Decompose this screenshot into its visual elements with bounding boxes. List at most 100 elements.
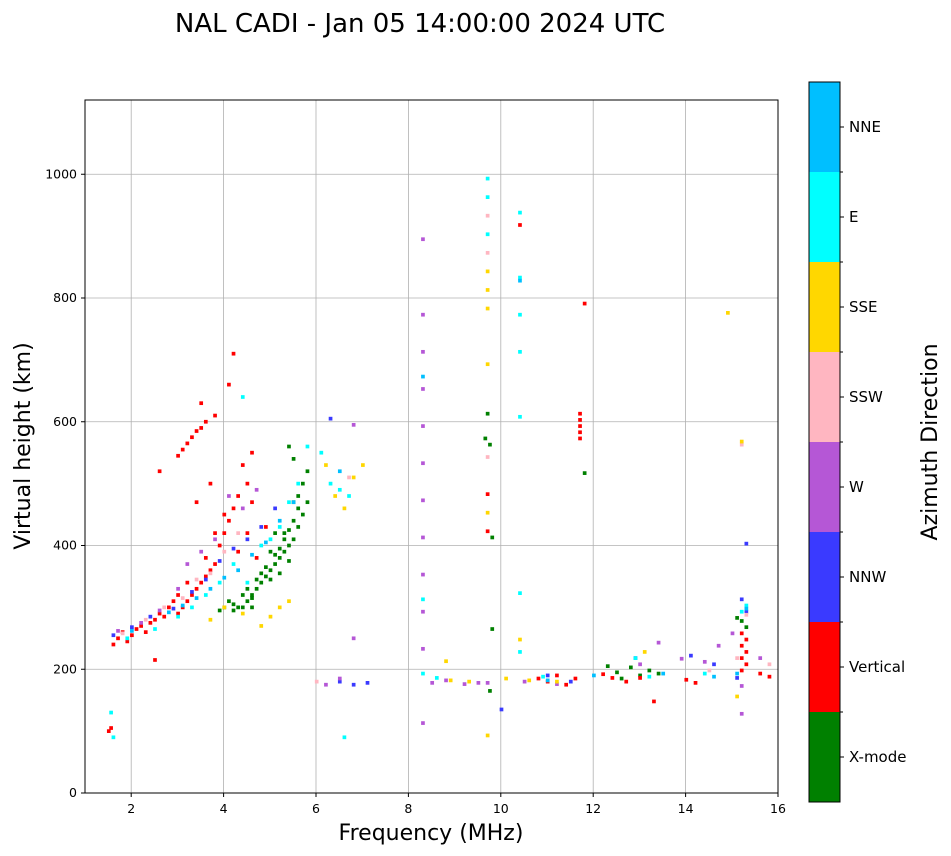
point-x-mode	[287, 444, 291, 449]
y-axis-ticks: 0 200 400 600 800 1000	[45, 166, 85, 800]
point-x-mode	[259, 580, 264, 585]
point-nnw	[351, 682, 356, 687]
point-vertical	[130, 633, 134, 638]
point-x-mode	[240, 593, 245, 597]
point-e	[259, 543, 264, 548]
point-x-mode	[291, 518, 296, 523]
point-w	[199, 549, 204, 554]
point-ssw	[767, 662, 772, 667]
point-vertical	[185, 580, 190, 585]
point-x-mode	[287, 559, 291, 563]
point-w	[421, 424, 425, 428]
point-vertical	[610, 676, 615, 680]
colorbar-tick-label: NNW	[849, 568, 886, 586]
y-tick-label: 800	[53, 290, 77, 305]
colorbar-segment	[809, 532, 840, 622]
point-vertical	[194, 586, 199, 591]
point-e	[190, 605, 194, 610]
point-e	[240, 395, 245, 399]
point-vertical	[153, 617, 157, 622]
point-sse	[735, 694, 739, 699]
point-nne	[291, 500, 296, 505]
point-nnw	[328, 416, 333, 421]
point-x-mode	[250, 596, 254, 600]
point-vertical	[203, 556, 208, 560]
point-w	[679, 656, 684, 661]
point-sse	[342, 506, 347, 511]
point-sse	[240, 611, 245, 616]
point-vertical	[171, 599, 176, 604]
point-x-mode	[488, 689, 492, 693]
point-vertical	[744, 662, 749, 667]
point-vertical	[245, 531, 250, 535]
point-vertical	[194, 429, 199, 433]
point-w	[116, 629, 120, 633]
colorbar-tick-label: SSE	[849, 298, 878, 316]
point-vertical	[518, 223, 522, 227]
point-ssw	[222, 549, 227, 554]
point-vertical	[231, 506, 236, 511]
point-sse	[259, 624, 264, 628]
point-x-mode	[268, 549, 273, 554]
y-tick-label: 1000	[45, 166, 77, 181]
point-nne	[180, 603, 185, 608]
point-nne	[337, 469, 342, 474]
point-vertical	[190, 435, 194, 440]
point-w	[758, 656, 763, 660]
point-e	[268, 537, 273, 542]
point-ssw	[744, 612, 749, 617]
point-vertical	[139, 624, 143, 628]
point-sse	[277, 605, 282, 610]
point-sse	[485, 733, 490, 738]
point-vertical	[744, 650, 749, 654]
point-w	[421, 609, 425, 614]
point-e	[287, 500, 291, 505]
point-vertical	[245, 481, 250, 486]
point-vertical	[153, 658, 157, 662]
point-vertical	[134, 627, 139, 631]
point-x-mode	[739, 619, 744, 623]
point-w	[638, 662, 642, 667]
point-e	[518, 591, 522, 595]
point-w	[555, 682, 559, 686]
point-e	[518, 349, 522, 354]
point-w	[185, 562, 190, 566]
point-ssw	[314, 679, 319, 684]
point-x-mode	[300, 512, 305, 517]
point-x-mode	[305, 469, 310, 474]
point-vertical	[162, 614, 167, 619]
point-vertical	[231, 351, 236, 356]
point-sse	[268, 614, 273, 619]
point-nnw	[735, 676, 739, 680]
point-nnw	[231, 546, 236, 551]
point-x-mode	[227, 599, 231, 604]
point-vertical	[143, 630, 148, 634]
point-vertical	[264, 525, 268, 529]
point-vertical	[582, 301, 587, 306]
point-w	[421, 572, 425, 577]
point-sse	[726, 310, 730, 315]
point-vertical	[254, 556, 259, 560]
point-vertical	[578, 430, 582, 435]
point-x-mode	[287, 543, 291, 548]
point-w	[421, 312, 425, 317]
point-w	[444, 678, 448, 683]
point-ssw	[180, 596, 185, 600]
colorbar-tick-label: W	[849, 478, 864, 496]
point-w	[739, 684, 744, 688]
point-ssw	[120, 631, 125, 636]
point-sse	[504, 676, 508, 681]
point-nnw	[171, 606, 176, 611]
point-x-mode	[485, 411, 490, 416]
point-nne	[735, 671, 739, 676]
point-nne	[194, 596, 199, 600]
point-nne	[264, 540, 268, 545]
point-nnw	[217, 559, 222, 563]
y-tick-label: 600	[53, 414, 77, 429]
point-x-mode	[296, 494, 301, 498]
point-vertical	[208, 568, 213, 573]
x-tick-label: 6	[312, 801, 320, 816]
point-nnw	[130, 625, 134, 630]
point-x-mode	[744, 625, 749, 630]
point-nne	[167, 610, 171, 615]
